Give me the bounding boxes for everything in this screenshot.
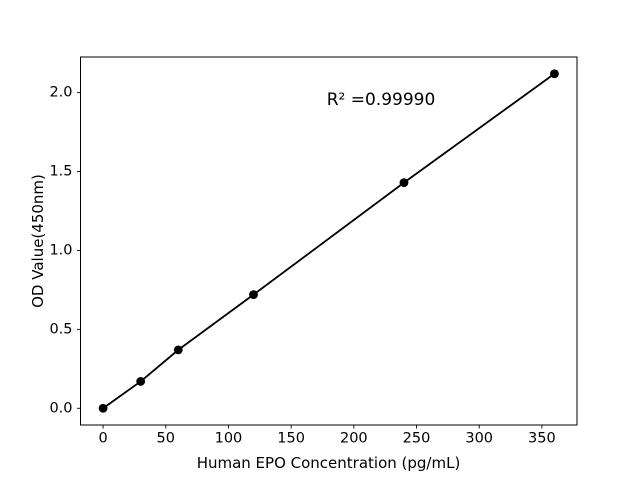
data-point — [550, 69, 559, 79]
data-point — [98, 403, 108, 413]
y-axis-label: OD Value(450nm) — [29, 174, 47, 308]
x-axis: 0 50 100 150 200 250 300 350 — [98, 425, 556, 447]
x-tick-label: 50 — [157, 431, 175, 447]
plot-frame — [80, 56, 578, 426]
series-line — [102, 72, 556, 410]
y-tick-label: 2.0 — [49, 85, 72, 101]
x-axis-label: Human EPO Concentration (pg/mL) — [197, 454, 461, 472]
data-point — [173, 345, 183, 355]
x-tick-label: 100 — [215, 431, 243, 447]
series-points — [98, 69, 559, 413]
data-point — [136, 377, 146, 386]
x-tick-label: 0 — [98, 431, 107, 447]
y-tick-label: 0.0 — [49, 400, 72, 416]
data-point — [249, 290, 258, 300]
x-tick-label: 300 — [465, 431, 493, 447]
x-tick-label: 350 — [528, 431, 556, 447]
y-tick-label: 1.0 — [49, 242, 72, 258]
x-tick-label: 200 — [340, 431, 368, 447]
data-point — [399, 178, 409, 188]
fit-line — [102, 72, 556, 410]
y-tick-label: 0.5 — [49, 321, 72, 337]
y-tick-label: 1.5 — [49, 164, 72, 180]
y-axis: 0.0 0.5 1.0 1.5 2.0 — [49, 85, 81, 416]
x-tick-label: 250 — [403, 431, 431, 447]
x-tick-label: 150 — [277, 431, 305, 447]
r-squared-annotation: R² =0.99990 — [327, 90, 436, 110]
